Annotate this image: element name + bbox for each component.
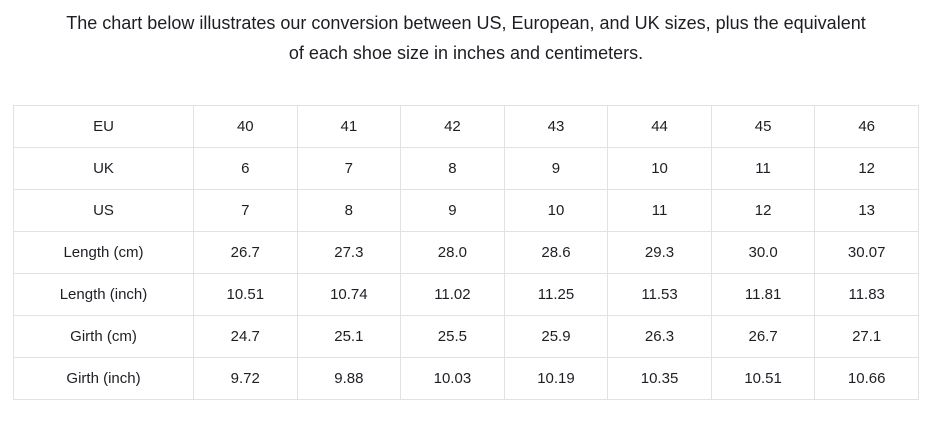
table-cell: 29.3: [607, 231, 712, 274]
table-cell: 10.51: [710, 357, 816, 400]
table-cell: 10.66: [814, 357, 919, 400]
size-conversion-table: EU 40 41 42 43 44 45 46 UK 6 7 8 9 10 11 12 US 7 8 9 10 11 12 1…: [13, 105, 919, 400]
row-header-cell: Girth (inch): [13, 357, 194, 400]
table-cell: 10: [607, 147, 712, 190]
table-cell: 8: [296, 189, 402, 232]
table-row: EU 40 41 42 43 44 45 46: [13, 105, 919, 148]
row-header-cell: Length (inch): [13, 273, 194, 316]
table-cell: 7: [193, 189, 298, 232]
page-title-line2: of each shoe size in inches and centimet…: [288, 43, 644, 63]
table-cell: 45: [710, 105, 816, 148]
table-cell: 11.02: [400, 273, 505, 316]
page-title: The chart below illustrates our conversi…: [0, 0, 932, 68]
table-row: Length (inch) 10.51 10.74 11.02 11.25 11.53 11…: [13, 273, 919, 316]
size-table-body: EU 40 41 42 43 44 45 46 UK 6 7 8 9 10 11 12 US 7 8 9 10 11 12 1…: [13, 105, 919, 400]
table-cell: 44: [607, 105, 712, 148]
table-cell: 43: [503, 105, 609, 148]
table-cell: 11: [607, 189, 712, 232]
table-cell: 46: [814, 105, 919, 148]
table-row: Girth (cm) 24.7 25.1 25.5 25.9 26.3 26.7 27.1: [13, 315, 919, 358]
table-cell: 25.9: [503, 315, 609, 358]
table-cell: 26.7: [193, 231, 298, 274]
table-cell: 25.1: [296, 315, 402, 358]
table-cell: 26.3: [607, 315, 712, 358]
row-header-cell: Girth (cm): [13, 315, 194, 358]
table-cell: 40: [193, 105, 298, 148]
table-cell: 11.25: [503, 273, 609, 316]
table-row: US 7 8 9 10 11 12 13: [13, 189, 919, 232]
page-title-line1: The chart below illustrates our conversi…: [66, 13, 866, 33]
table-row: Length (cm) 26.7 27.3 28.0 28.6 29.3 30.0 30.07: [13, 231, 919, 274]
table-cell: 12: [710, 189, 816, 232]
table-row: UK 6 7 8 9 10 11 12: [13, 147, 919, 190]
table-cell: 24.7: [193, 315, 298, 358]
table-cell: 9.72: [193, 357, 298, 400]
table-cell: 28.0: [400, 231, 505, 274]
table-cell: 27.1: [814, 315, 919, 358]
table-cell: 11.53: [607, 273, 712, 316]
table-cell: 10: [503, 189, 609, 232]
row-header-cell: Length (cm): [13, 231, 194, 274]
table-cell: 27.3: [296, 231, 402, 274]
table-cell: 10.19: [503, 357, 609, 400]
table-cell: 10.74: [296, 273, 402, 316]
row-header-cell: UK: [13, 147, 194, 190]
table-cell: 28.6: [503, 231, 609, 274]
table-cell: 25.5: [400, 315, 505, 358]
table-cell: 9: [400, 189, 505, 232]
table-cell: 30.07: [814, 231, 919, 274]
table-cell: 9.88: [296, 357, 402, 400]
table-cell: 7: [296, 147, 402, 190]
table-cell: 11.81: [710, 273, 816, 316]
table-cell: 11: [710, 147, 816, 190]
table-cell: 13: [814, 189, 919, 232]
table-cell: 10.35: [607, 357, 712, 400]
table-cell: 6: [193, 147, 298, 190]
table-cell: 10.51: [193, 273, 298, 316]
table-cell: 10.03: [400, 357, 505, 400]
table-cell: 9: [503, 147, 609, 190]
table-row: Girth (inch) 9.72 9.88 10.03 10.19 10.35 10.51…: [13, 357, 919, 400]
table-cell: 26.7: [710, 315, 816, 358]
table-cell: 12: [814, 147, 919, 190]
row-header-cell: US: [13, 189, 194, 232]
table-cell: 11.83: [814, 273, 919, 316]
table-cell: 8: [400, 147, 505, 190]
row-header-cell: EU: [13, 105, 194, 148]
table-cell: 42: [400, 105, 505, 148]
table-cell: 30.0: [710, 231, 816, 274]
table-cell: 41: [296, 105, 402, 148]
